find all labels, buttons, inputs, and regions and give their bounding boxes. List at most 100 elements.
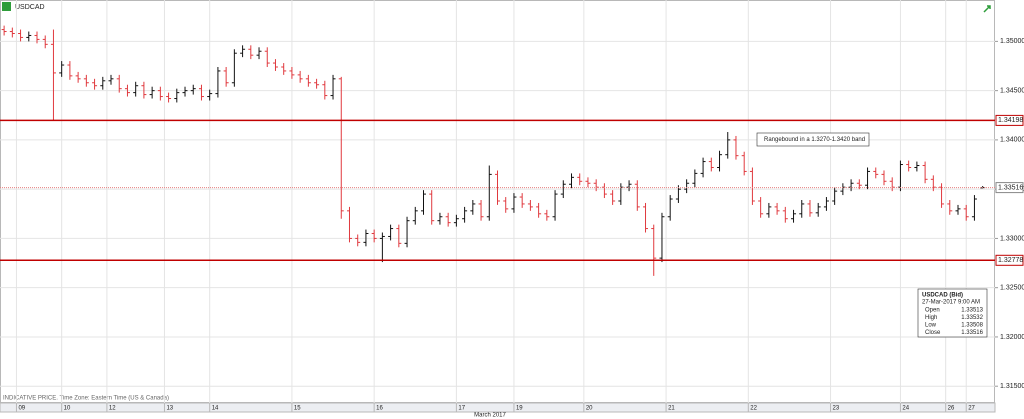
level-label: 1.32778 xyxy=(998,257,1023,264)
ohlc-bar xyxy=(26,31,32,42)
overlays: 1.34198 1.32778 1.33516 Rangebound in a 1.3… xyxy=(0,114,1024,338)
ohlc-bar xyxy=(519,193,525,208)
ohlc-bar xyxy=(758,197,764,218)
ohlc-bar xyxy=(388,224,394,241)
footnote: INDICATIVE PRICE. Time Zone: Eastern Tim… xyxy=(3,396,169,402)
ohlc-bar xyxy=(289,66,295,79)
ohlc-bar xyxy=(610,190,616,205)
ohlc-bar xyxy=(881,170,887,186)
bars xyxy=(1,25,986,276)
chart-title: USDCAD xyxy=(15,4,45,11)
ohlc-bar xyxy=(708,157,714,172)
level-label: 1.34198 xyxy=(998,117,1023,124)
ohlc-bar xyxy=(264,47,270,67)
ohlc-bar xyxy=(511,193,517,213)
x-tick-label: 21 xyxy=(668,406,675,412)
ohlc-bar xyxy=(832,187,838,205)
ohlc-bar xyxy=(634,180,640,211)
ohlc-bar xyxy=(963,204,969,221)
ohlc-bar xyxy=(486,165,492,221)
info-label: Close xyxy=(925,330,941,336)
ohlc-bar xyxy=(248,45,254,60)
ohlc-bar xyxy=(297,70,303,83)
level-label-box xyxy=(995,114,1024,126)
ohlc-bar xyxy=(379,232,385,263)
ohlc-bar xyxy=(231,49,237,87)
ohlc-bar xyxy=(445,212,451,227)
ohlc-bar xyxy=(700,157,706,178)
ohlc-bar xyxy=(100,76,106,90)
info-label: Open xyxy=(925,308,940,314)
ohlc-bar xyxy=(684,179,690,194)
info-label: High xyxy=(925,315,937,321)
ohlc-bar xyxy=(741,151,747,176)
ohlc-bar xyxy=(141,81,147,99)
ohlc-bar xyxy=(166,92,172,103)
ohlc-bar xyxy=(404,216,410,248)
x-tick-label: 23 xyxy=(833,406,840,412)
ohlc-bar xyxy=(873,167,879,179)
ohlc-bar xyxy=(503,197,509,213)
info-value: 1.33532 xyxy=(961,315,983,321)
annotation-box xyxy=(756,132,870,147)
ohlc-bar xyxy=(659,212,665,263)
ohlc-bar xyxy=(305,74,311,87)
ohlc-bar xyxy=(346,206,352,243)
y-tick-label: 1.35000 xyxy=(1000,38,1024,45)
ohlc-bar xyxy=(766,202,772,218)
y-tick-label: 1.34500 xyxy=(1000,87,1024,94)
ohlc-bar xyxy=(34,31,40,44)
x-tick-label: 27 xyxy=(968,406,975,412)
ohlc-bar xyxy=(223,66,229,87)
x-tick-label: 17 xyxy=(458,406,465,412)
ohlc-bar xyxy=(947,200,953,215)
ohlc-bar xyxy=(717,150,723,172)
ohlc-bar xyxy=(823,197,829,211)
ohlc-bar xyxy=(651,224,657,276)
ohlc-bar xyxy=(856,179,862,190)
last-price-label: 1.33516 xyxy=(998,184,1023,191)
ohlc-bar xyxy=(527,200,533,211)
x-tick-label: 16 xyxy=(376,406,383,412)
ohlc-bar xyxy=(133,81,139,97)
y-tick-label: 1.32500 xyxy=(1000,285,1024,292)
expand-icon[interactable] xyxy=(983,5,991,13)
annotation: Rangebound in a 1.3270-1.3420 band xyxy=(764,137,865,143)
ohlc-bar xyxy=(725,132,731,159)
y-tick-label: 1.34000 xyxy=(1000,137,1024,144)
ohlc-bar xyxy=(314,78,320,89)
ohlc-bar xyxy=(9,27,15,38)
info-label: Low xyxy=(925,323,937,329)
ohlc-bar xyxy=(536,202,542,218)
ohlc-bar xyxy=(157,86,163,101)
ohlc-bar xyxy=(429,190,435,225)
ohlc-bar xyxy=(692,169,698,188)
ohlc-bar xyxy=(749,167,755,205)
info-value: 1.33516 xyxy=(961,330,983,336)
ohlc-bar xyxy=(174,88,180,103)
ohlc-bar xyxy=(478,200,484,221)
ohlc-bar xyxy=(83,74,89,87)
ohlc-bar xyxy=(815,202,821,217)
ohlc-bar xyxy=(67,61,73,80)
ohlc-bar xyxy=(906,160,912,172)
ohlc-bar xyxy=(799,200,805,218)
ohlc-bar xyxy=(92,78,98,90)
ohlc-bar xyxy=(643,202,649,233)
ohlc-bar xyxy=(1,25,7,36)
x-tick-label: 09 xyxy=(18,406,25,412)
ohlc-bar xyxy=(338,76,344,219)
ohlc-bar xyxy=(560,180,566,199)
ohlc-bar xyxy=(198,84,204,101)
info-time: 27-Mar-2017 9:00 AM xyxy=(922,300,980,306)
ohlc-bar xyxy=(733,135,739,160)
ohlc-bar xyxy=(955,204,961,215)
ohlc-bar xyxy=(675,185,681,203)
ohlc-bar xyxy=(42,35,48,49)
ohlc-bar xyxy=(149,86,155,99)
date-strip xyxy=(0,402,996,413)
ohlc-bar xyxy=(207,89,213,101)
ohlc-bar xyxy=(462,206,468,223)
ohlc-bar xyxy=(330,74,336,100)
